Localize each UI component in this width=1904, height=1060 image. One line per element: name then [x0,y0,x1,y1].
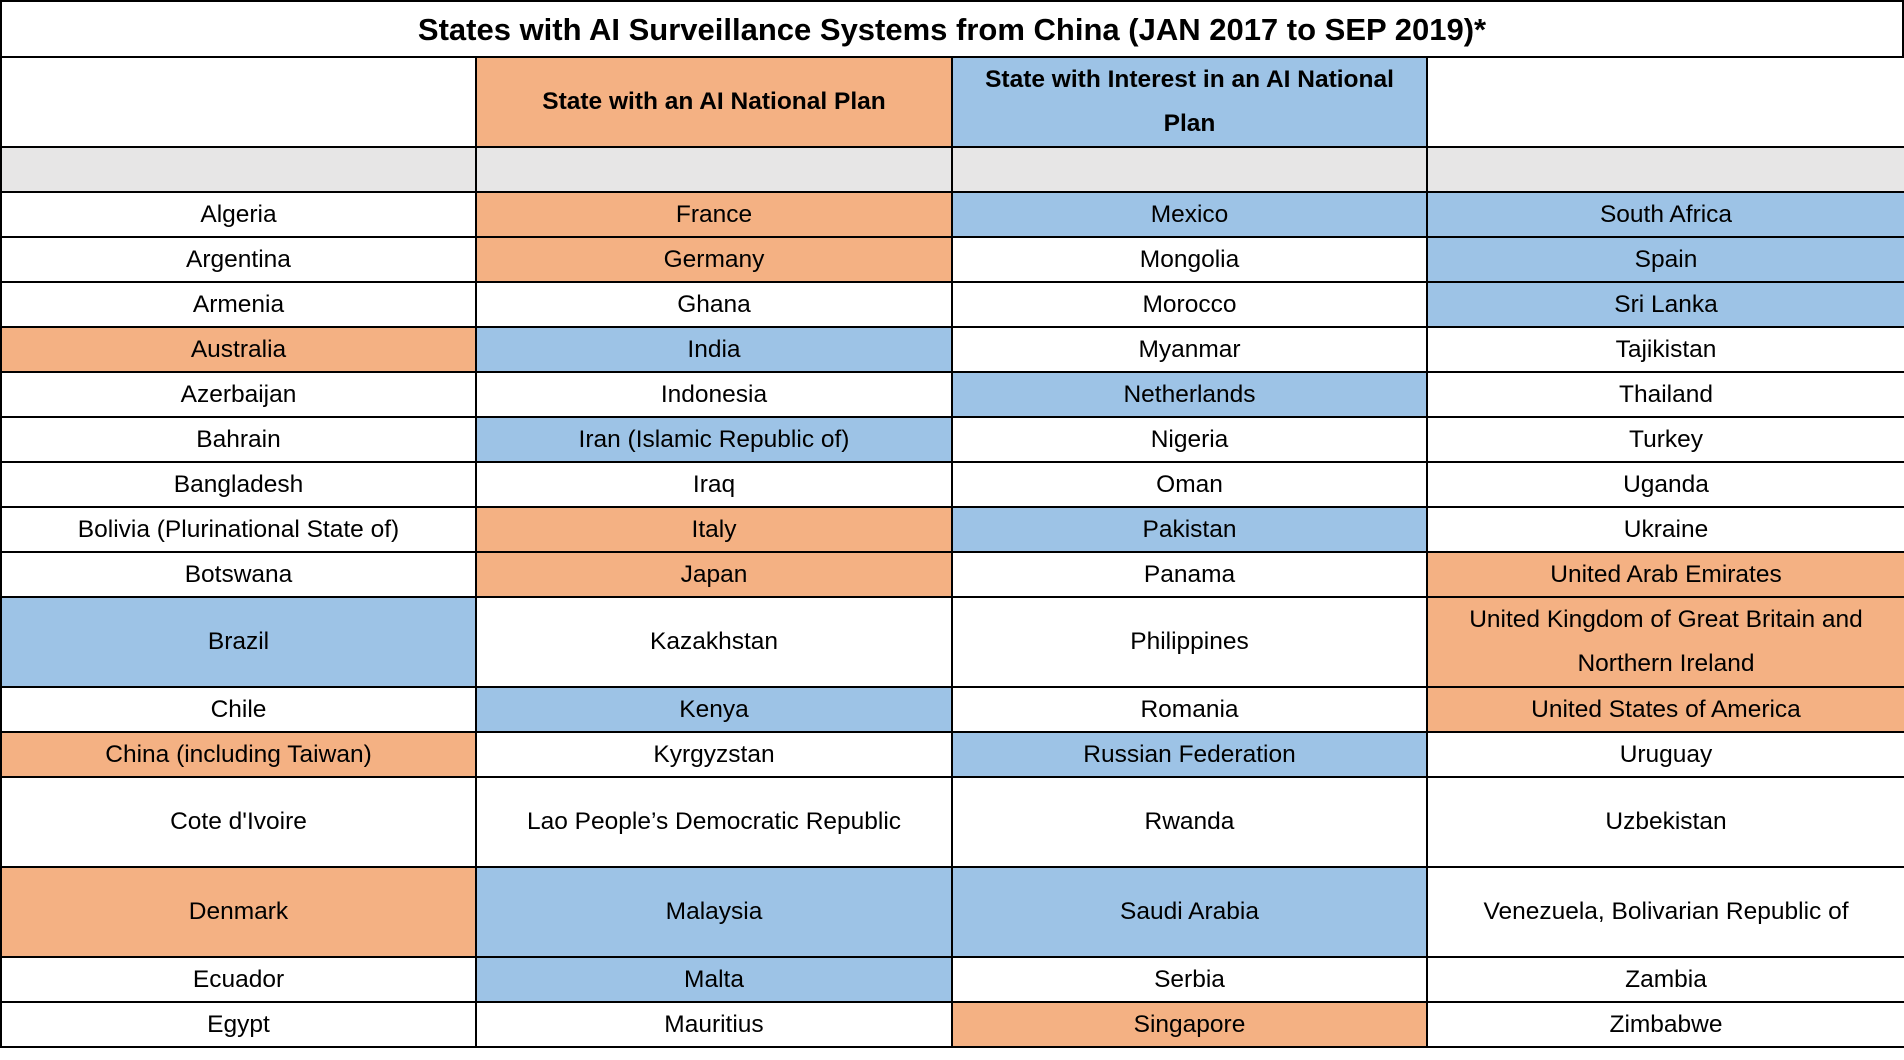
table-row: China (including Taiwan) Kyrgyzstan Russia… [0,731,1904,778]
country-cell: Bahrain [0,416,477,463]
country-cell: Japan [475,551,953,598]
country-cell: Malta [475,956,953,1003]
table-row: Argentina Germany Mongolia Spain [0,236,1904,283]
country-cell: Chile [0,686,477,733]
country-cell: Italy [475,506,953,553]
country-cell: Uzbekistan [1426,776,1904,868]
table-row: Chile Kenya Romania United States of Americ… [0,686,1904,733]
country-cell: Tajikistan [1426,326,1904,373]
country-cell: Pakistan [951,506,1428,553]
country-cell: China (including Taiwan) [0,731,477,778]
spacer-row [0,146,1904,193]
country-cell: Kyrgyzstan [475,731,953,778]
country-cell: Indonesia [475,371,953,418]
country-cell: Venezuela, Bolivarian Republic of [1426,866,1904,958]
country-cell: Cote d'Ivoire [0,776,477,868]
country-cell: Armenia [0,281,477,328]
country-cell: Ecuador [0,956,477,1003]
country-cell: Thailand [1426,371,1904,418]
country-cell: Denmark [0,866,477,958]
table-title: States with AI Surveillance Systems from… [0,0,1904,56]
country-cell: Myanmar [951,326,1428,373]
country-cell: Uganda [1426,461,1904,508]
country-cell: Ukraine [1426,506,1904,553]
country-cell: India [475,326,953,373]
country-cell: Netherlands [951,371,1428,418]
country-cell: Iraq [475,461,953,508]
country-cell: Turkey [1426,416,1904,463]
country-cell: Kenya [475,686,953,733]
table-row: Brazil Kazakhstan Philippines United Kingdo… [0,596,1904,688]
country-cell: France [475,191,953,238]
country-cell: Rwanda [951,776,1428,868]
country-cell: Australia [0,326,477,373]
country-cell: Zimbabwe [1426,1001,1904,1048]
country-cell: Iran (Islamic Republic of) [475,416,953,463]
country-cell: United Arab Emirates [1426,551,1904,598]
country-cell: Brazil [0,596,477,688]
country-cell: Botswana [0,551,477,598]
country-cell: Spain [1426,236,1904,283]
table-row: Bolivia (Plurinational State of) Italy Pak… [0,506,1904,553]
country-cell: Saudi Arabia [951,866,1428,958]
table-row: Botswana Japan Panama United Arab Emirates [0,551,1904,598]
header-ai-national-plan: State with an AI National Plan [475,56,953,148]
header-interest-ai-plan: State with Interest in an AI National Pl… [951,56,1428,148]
country-cell: Panama [951,551,1428,598]
table-row: Cote d'Ivoire Lao People’s Democratic Rep… [0,776,1904,868]
country-cell: Azerbaijan [0,371,477,418]
country-cell: Ghana [475,281,953,328]
country-cell: Zambia [1426,956,1904,1003]
country-cell: United States of America [1426,686,1904,733]
table-row: Egypt Mauritius Singapore Zimbabwe [0,1001,1904,1048]
country-cell: Sri Lanka [1426,281,1904,328]
country-cell: Singapore [951,1001,1428,1048]
country-cell: Serbia [951,956,1428,1003]
header-cell-empty [1426,56,1904,148]
country-cell: Bangladesh [0,461,477,508]
table-row: Armenia Ghana Morocco Sri Lanka [0,281,1904,328]
country-cell: Mongolia [951,236,1428,283]
table-row: Algeria France Mexico South Africa [0,191,1904,238]
country-cell: Nigeria [951,416,1428,463]
table-row: Bangladesh Iraq Oman Uganda [0,461,1904,508]
header-row: State with an AI National Plan State wit… [0,56,1904,148]
country-cell: Romania [951,686,1428,733]
table-row: Australia India Myanmar Tajikistan [0,326,1904,373]
country-cell: United Kingdom of Great Britain and Nort… [1426,596,1904,688]
states-table: State with an AI National Plan State wit… [0,56,1904,1048]
country-cell: Malaysia [475,866,953,958]
country-cell: Egypt [0,1001,477,1048]
country-cell: Germany [475,236,953,283]
table-row: Bahrain Iran (Islamic Republic of) Nigeria… [0,416,1904,463]
country-cell: Russian Federation [951,731,1428,778]
country-cell: Morocco [951,281,1428,328]
table-row: Azerbaijan Indonesia Netherlands Thailand [0,371,1904,418]
country-cell: South Africa [1426,191,1904,238]
country-cell: Mauritius [475,1001,953,1048]
country-cell: Oman [951,461,1428,508]
header-cell-empty [0,56,477,148]
country-cell: Argentina [0,236,477,283]
country-cell: Bolivia (Plurinational State of) [0,506,477,553]
spacer-cell [0,146,477,193]
country-cell: Mexico [951,191,1428,238]
country-cell: Lao People’s Democratic Republic [475,776,953,868]
table-row: Ecuador Malta Serbia Zambia [0,956,1904,1003]
country-cell: Algeria [0,191,477,238]
country-cell: Uruguay [1426,731,1904,778]
table-row: Denmark Malaysia Saudi Arabia Venezuela, Bo… [0,866,1904,958]
spacer-cell [951,146,1428,193]
spacer-cell [1426,146,1904,193]
spacer-cell [475,146,953,193]
country-cell: Philippines [951,596,1428,688]
country-cell: Kazakhstan [475,596,953,688]
